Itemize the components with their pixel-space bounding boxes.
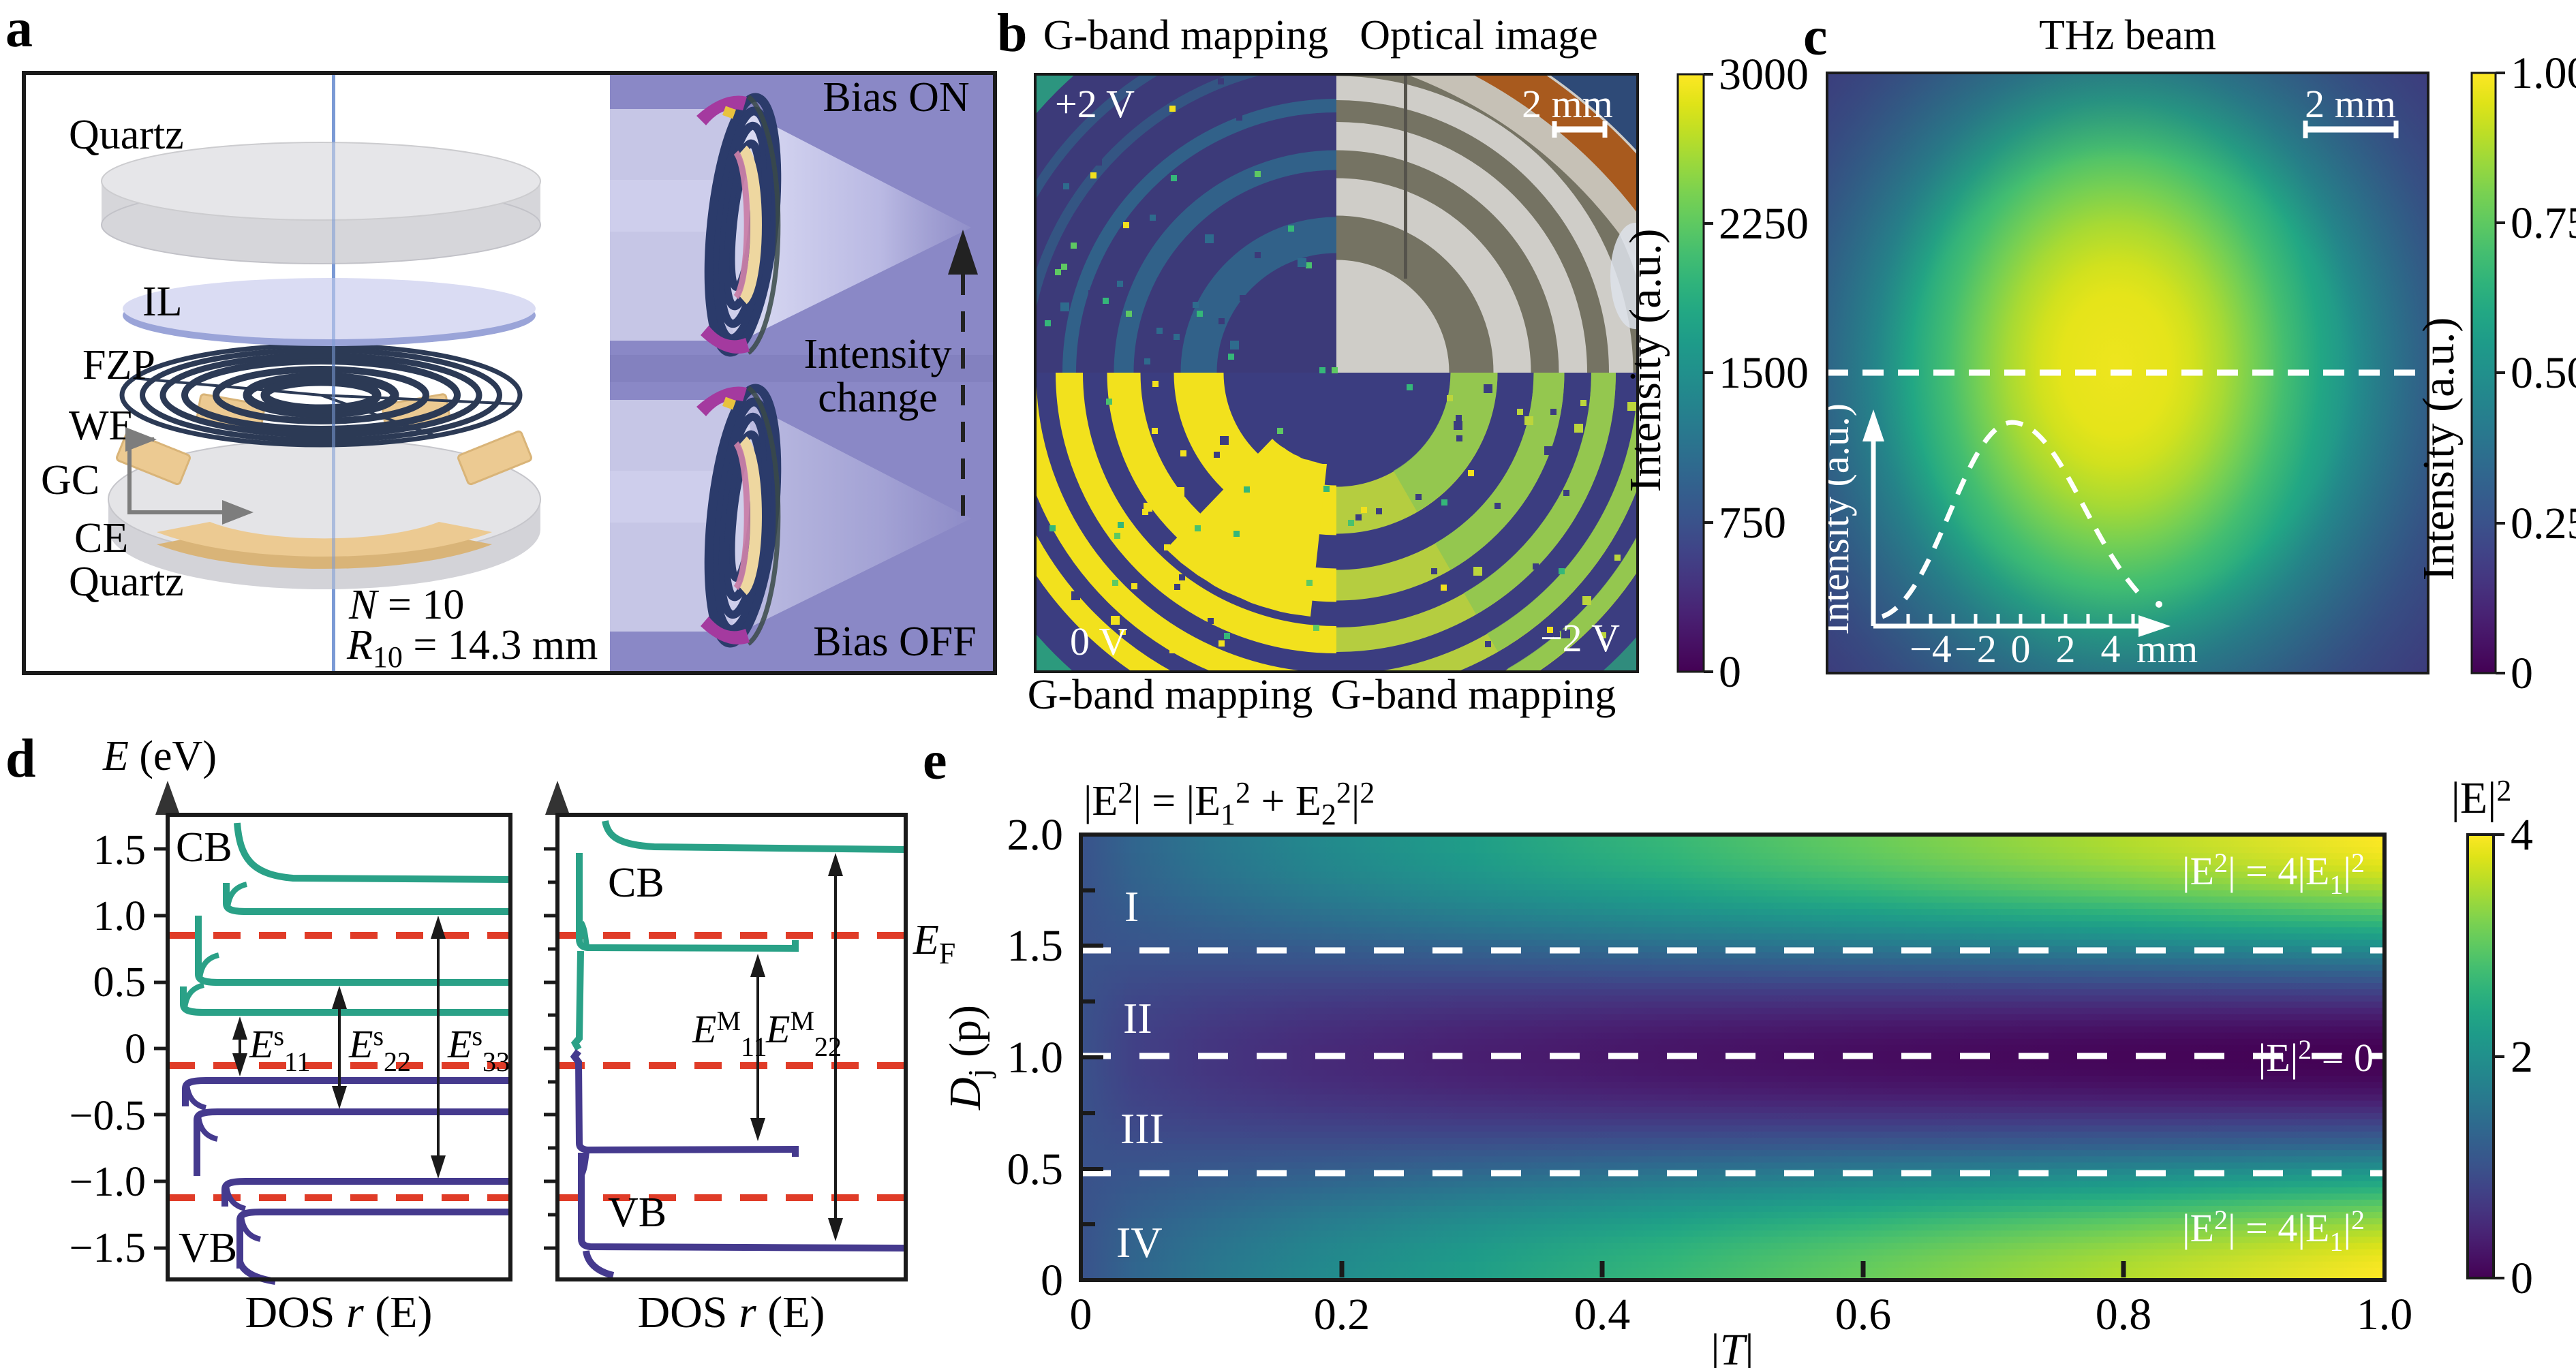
svg-text:b: b: [997, 3, 1028, 63]
svg-text:Es33: Es33: [447, 1021, 510, 1077]
svg-text:G-band mapping: G-band mapping: [1043, 12, 1328, 59]
svg-text:VB: VB: [179, 1225, 237, 1271]
svg-text:change: change: [818, 375, 938, 421]
svg-text:0: 0: [125, 1026, 146, 1072]
svg-text:CB: CB: [608, 860, 664, 906]
svg-text:0: 0: [1070, 1290, 1092, 1339]
svg-text:0.4: 0.4: [1574, 1290, 1631, 1339]
svg-text:−1.5: −1.5: [70, 1225, 146, 1271]
svg-text:4: 4: [2101, 627, 2121, 671]
svg-text:2: 2: [2056, 627, 2076, 671]
svg-text:CE: CE: [74, 515, 128, 561]
svg-text:2 mm: 2 mm: [1522, 82, 1613, 126]
svg-text:|T|: |T|: [1711, 1325, 1753, 1368]
svg-text:GC: GC: [41, 457, 99, 503]
svg-text:2 mm: 2 mm: [2305, 82, 2396, 126]
svg-text:0.5: 0.5: [93, 959, 147, 1006]
svg-text:EF: EF: [913, 917, 955, 970]
svg-text:Quartz: Quartz: [69, 559, 184, 605]
svg-text:Es11: Es11: [249, 1021, 311, 1077]
svg-text:Quartz: Quartz: [69, 112, 184, 158]
svg-text:0.25: 0.25: [2511, 499, 2576, 548]
svg-text:1.5: 1.5: [1007, 921, 1064, 971]
svg-text:4: 4: [2511, 810, 2533, 860]
svg-text:|E|2: |E|2: [2451, 773, 2512, 823]
svg-text:II: II: [1123, 994, 1152, 1042]
svg-text:Bias ON: Bias ON: [823, 74, 969, 121]
svg-text:III: III: [1120, 1104, 1164, 1153]
svg-text:VB: VB: [608, 1190, 666, 1236]
svg-text:1.00: 1.00: [2511, 48, 2576, 98]
svg-text:DOS r (E): DOS r (E): [637, 1288, 825, 1337]
svg-text:0: 0: [1719, 647, 1741, 697]
svg-text:Intensity: Intensity: [804, 331, 952, 377]
svg-text:0.50: 0.50: [2511, 348, 2576, 398]
svg-text:R10 = 14.3 mm: R10 = 14.3 mm: [346, 622, 598, 674]
svg-text:N = 10: N = 10: [348, 582, 464, 628]
svg-text:EM22: EM22: [765, 1006, 842, 1062]
svg-text:a: a: [5, 0, 33, 59]
svg-text:FZP: FZP: [82, 342, 155, 388]
svg-text:2250: 2250: [1719, 199, 1809, 249]
svg-text:|E|2 = 0: |E|2 = 0: [2258, 1034, 2374, 1080]
svg-text:−0.5: −0.5: [70, 1093, 146, 1139]
svg-text:Intensity (a.u.): Intensity (a.u.): [1621, 229, 1670, 493]
svg-text:Dj (p): Dj (p): [940, 1005, 996, 1110]
svg-text:2: 2: [2511, 1032, 2533, 1082]
svg-text:EM11: EM11: [692, 1006, 767, 1062]
svg-text:Optical image: Optical image: [1360, 12, 1597, 59]
svg-text:DOS r (E): DOS r (E): [245, 1288, 432, 1337]
svg-text:G-band mapping: G-band mapping: [1028, 672, 1313, 718]
svg-text:I: I: [1124, 882, 1139, 931]
svg-text:d: d: [5, 729, 36, 789]
svg-text:IL: IL: [142, 279, 183, 325]
svg-text:THz beam: THz beam: [2039, 12, 2216, 59]
svg-text:WE: WE: [69, 403, 134, 449]
svg-text:E (eV): E (eV): [102, 733, 217, 779]
svg-text:−1.0: −1.0: [70, 1159, 146, 1205]
svg-text:1.0: 1.0: [93, 893, 147, 939]
svg-text:Bias OFF: Bias OFF: [813, 619, 976, 665]
svg-text:mm: mm: [2136, 627, 2198, 671]
svg-text:0.2: 0.2: [1314, 1290, 1370, 1339]
svg-text:−4: −4: [1910, 627, 1952, 671]
svg-text:|E2| = |E12 + E22|2: |E2| = |E12 + E22|2: [1084, 776, 1375, 831]
svg-text:1.0: 1.0: [1007, 1033, 1064, 1083]
svg-text:0: 0: [2511, 649, 2533, 698]
svg-text:Intensity (a.u.): Intensity (a.u.): [2414, 317, 2464, 581]
svg-text:0.8: 0.8: [2096, 1290, 2152, 1339]
svg-text:−2 V: −2 V: [1540, 616, 1620, 660]
svg-text:c: c: [1803, 7, 1828, 67]
svg-text:1.5: 1.5: [93, 827, 147, 873]
svg-text:0: 0: [2511, 1254, 2533, 1303]
svg-text:0: 0: [1041, 1256, 1063, 1305]
svg-text:2.0: 2.0: [1007, 810, 1064, 860]
svg-text:750: 750: [1719, 498, 1786, 548]
svg-text:1500: 1500: [1719, 348, 1809, 398]
svg-text:Intensity (a.u.): Intensity (a.u.): [1813, 403, 1857, 635]
svg-text:+2 V: +2 V: [1055, 82, 1135, 126]
svg-text:Es22: Es22: [348, 1021, 411, 1077]
svg-text:e: e: [923, 731, 947, 791]
svg-text:G-band mapping: G-band mapping: [1331, 672, 1616, 718]
svg-text:−2: −2: [1954, 627, 1997, 671]
svg-text:IV: IV: [1116, 1218, 1163, 1266]
svg-text:0.6: 0.6: [1835, 1290, 1892, 1339]
svg-text:1.0: 1.0: [2357, 1290, 2413, 1339]
svg-text:0 V: 0 V: [1070, 619, 1127, 664]
svg-text:0: 0: [2011, 627, 2031, 671]
svg-text:0.5: 0.5: [1007, 1145, 1064, 1194]
svg-text:0.75: 0.75: [2511, 198, 2576, 248]
svg-text:CB: CB: [176, 824, 232, 871]
svg-text:3000: 3000: [1719, 50, 1809, 99]
